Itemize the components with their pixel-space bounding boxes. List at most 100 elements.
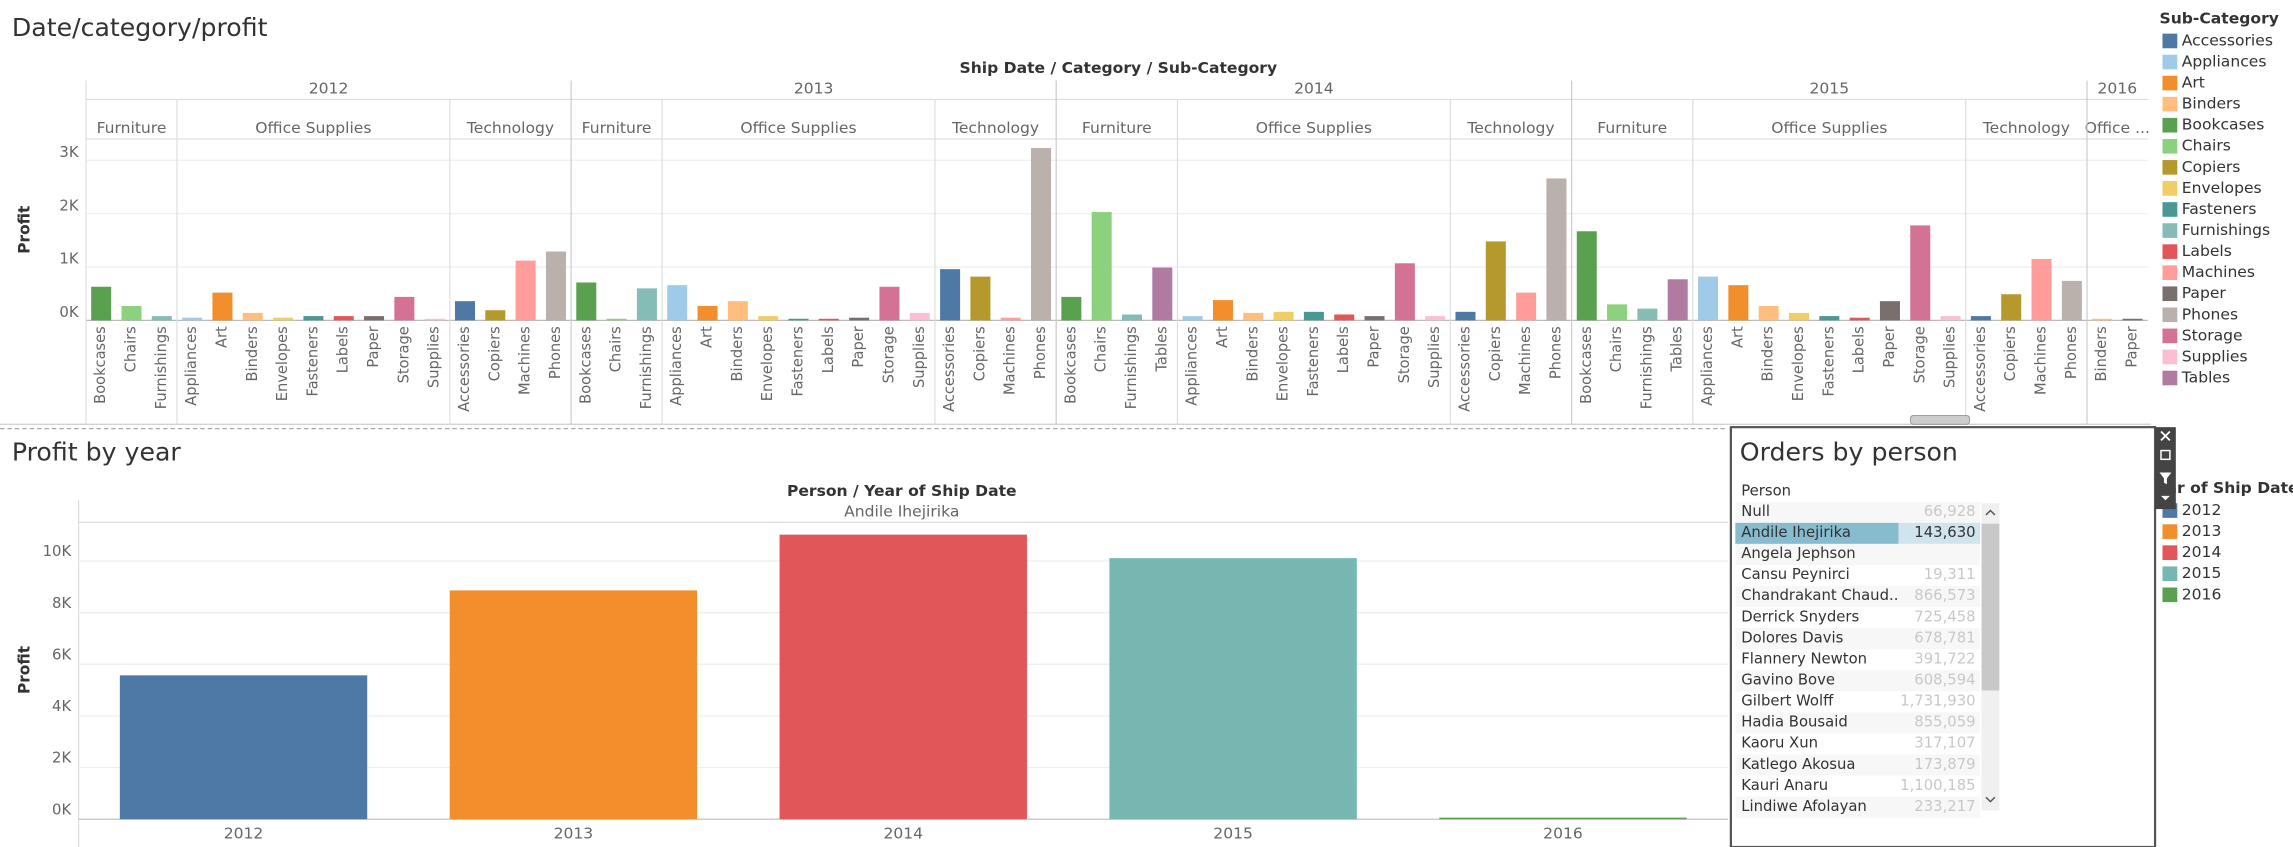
- row-name[interactable]: Angela Jephson: [1741, 545, 1855, 562]
- x-tick-label: Appliances: [1699, 326, 1716, 406]
- legend-label: 2016: [2182, 585, 2222, 603]
- row-selected[interactable]: [1735, 522, 1899, 544]
- row-name[interactable]: Chandrakant Chaud..: [1741, 587, 1898, 604]
- legend-label: Labels: [2182, 242, 2232, 260]
- x-tick-label: Supplies: [1426, 326, 1443, 388]
- row-selected-value[interactable]: [1898, 522, 1981, 544]
- legend-label: Fasteners: [2182, 200, 2257, 218]
- legend-label: 2014: [2182, 543, 2222, 561]
- category-label: Office Supplies: [740, 119, 856, 137]
- row-name[interactable]: Kauri Anaru: [1741, 777, 1828, 794]
- bar: [727, 301, 748, 321]
- x-tick-label: Paper: [1365, 325, 1382, 367]
- x-tick-label: Fasteners: [1305, 326, 1322, 396]
- x-tick-label: 2014: [883, 824, 923, 842]
- bar: [449, 590, 698, 820]
- x-tick-label: Fasteners: [304, 326, 321, 396]
- category-label: Office Supplies: [1256, 119, 1372, 137]
- row-name[interactable]: Kaoru Xun: [1741, 735, 1818, 752]
- bar: [454, 301, 476, 321]
- scroll-down[interactable]: [1985, 796, 1996, 803]
- bar: [1394, 263, 1415, 321]
- bar: [1091, 212, 1112, 321]
- x-tick-label: Binders: [1760, 326, 1777, 381]
- x-tick-label: Paper: [850, 325, 867, 367]
- row-value: 608,594: [1914, 672, 1975, 689]
- legend-label: Art: [2182, 74, 2205, 92]
- row-name[interactable]: Lindiwe Afolayan: [1741, 798, 1867, 815]
- scroll-up[interactable]: [1985, 509, 1996, 516]
- orders-panel: Orders by person Person Null 66,928 Andile…: [1729, 415, 2176, 847]
- row-name[interactable]: Katlego Akosua: [1741, 756, 1855, 773]
- bar: [1910, 225, 1931, 321]
- legend-swatch: [2162, 524, 2178, 539]
- bar: [2061, 280, 2082, 321]
- filter-icon[interactable]: [2159, 472, 2172, 485]
- panel-title: Orders by person: [1740, 438, 1958, 467]
- row-name[interactable]: Null: [1741, 503, 1770, 520]
- close-icon[interactable]: [2160, 430, 2171, 441]
- legend-swatch: [2162, 328, 2178, 344]
- row-name[interactable]: Dolores Davis: [1741, 629, 1843, 646]
- bar: [636, 288, 657, 321]
- row-name[interactable]: Gavino Bove: [1741, 672, 1835, 689]
- menu-icon[interactable]: [2160, 495, 2170, 501]
- row-name[interactable]: Derrick Snyders: [1741, 608, 1859, 625]
- legend-swatch: [2162, 265, 2178, 280]
- legend-swatch: [2162, 75, 2178, 91]
- legend-swatch: [2162, 223, 2178, 238]
- row-name[interactable]: Cansu Peynirci: [1741, 566, 1849, 583]
- row-name[interactable]: Andile Ihejirika: [1741, 524, 1851, 541]
- x-tick-label: Binders: [1244, 326, 1261, 381]
- row-value: 678,781: [1914, 629, 1975, 646]
- x-tick-label: Supplies: [911, 326, 928, 388]
- x-tick-label: Bookcases: [577, 326, 594, 404]
- pane-label: Andile Ihejirika: [844, 503, 959, 521]
- x-tick-label: Phones: [2063, 326, 2080, 379]
- bar: [909, 312, 930, 321]
- popout-icon[interactable]: [2160, 449, 2171, 461]
- bar: [1425, 316, 1446, 321]
- legend-label: Tables: [2181, 369, 2230, 387]
- legend-label: 2012: [2182, 501, 2222, 519]
- legend-label: Storage: [2182, 326, 2243, 344]
- x-tick-label: Paper: [1881, 325, 1898, 367]
- bar: [1576, 231, 1597, 321]
- bar: [182, 317, 203, 321]
- x-tick-label: 2015: [1213, 824, 1253, 842]
- row-value: 391,722: [1914, 651, 1975, 668]
- row-name[interactable]: Flannery Newton: [1741, 651, 1867, 668]
- legend-label: Supplies: [2182, 348, 2248, 366]
- row-bg: [1735, 501, 1981, 523]
- bar: [576, 282, 597, 321]
- bar: [2001, 294, 2022, 321]
- bar: [1637, 308, 1658, 321]
- scrollbar-thumb[interactable]: [1981, 523, 2000, 691]
- x-tick-label: Art: [1214, 326, 1231, 348]
- y-axis-label: Profit: [16, 645, 34, 694]
- y-tick-label: 10K: [43, 543, 72, 560]
- legend-swatch: [2162, 244, 2178, 259]
- year-label: 2014: [1294, 80, 1334, 98]
- x-tick-label: Phones: [547, 326, 564, 379]
- legend-swatch: [2162, 138, 2178, 154]
- row-name[interactable]: Hadia Bousaid: [1741, 714, 1848, 731]
- bar: [242, 312, 263, 321]
- bar: [1273, 311, 1294, 321]
- x-tick-label: Accessories: [941, 326, 958, 412]
- row-value: 317,107: [1914, 735, 1975, 752]
- row-name[interactable]: Gilbert Wolff: [1741, 693, 1834, 710]
- x-tick-label: Fasteners: [1820, 326, 1837, 396]
- drag-handle[interactable]: [1909, 415, 1971, 425]
- bar: [273, 317, 294, 321]
- x-tick-label: Supplies: [1942, 326, 1959, 388]
- category-label: Technology: [466, 119, 554, 137]
- bar: [1940, 316, 1961, 321]
- bar: [1243, 312, 1264, 321]
- bar: [1849, 317, 1870, 321]
- x-tick-label: Envelopes: [1275, 326, 1292, 401]
- x-tick-label: Furnishings: [638, 326, 655, 409]
- x-tick-label: Furnishings: [1123, 326, 1140, 409]
- y-tick-label: 6K: [52, 647, 71, 664]
- bar: [697, 305, 718, 321]
